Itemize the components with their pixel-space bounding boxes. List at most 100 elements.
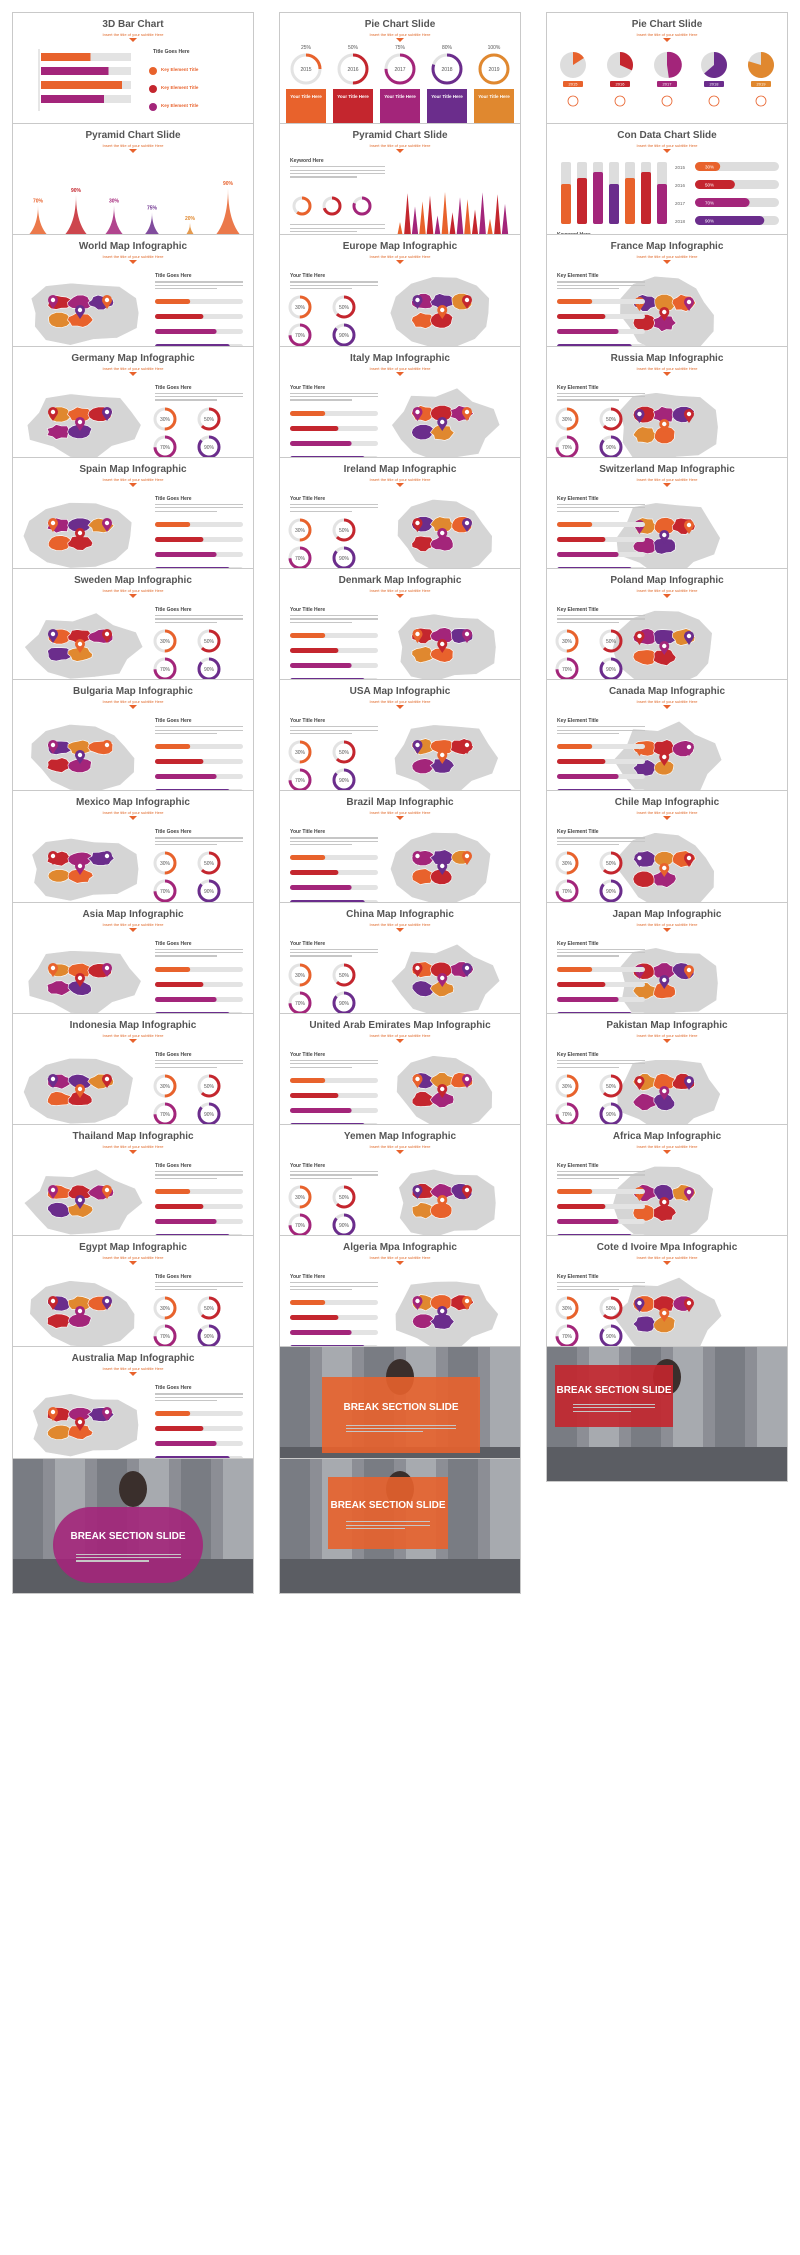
progress-ring [153,879,177,903]
slide-subtitle: Insert the title of your subtitle Here [636,1032,698,1038]
slide-thumbnail-31[interactable]: Title Goes Here Thailand Map Infographic I… [12,1124,254,1260]
map-region [411,1090,435,1107]
ring-label: 70% [295,778,306,784]
progress-ring [197,879,221,903]
title-accent-triangle [663,1261,671,1266]
progress-ring [197,851,221,875]
body-text [155,281,243,291]
map-region [632,1315,658,1333]
key-title: Title Goes Here [155,829,192,835]
text-line [155,726,243,728]
map-region [653,405,677,424]
map-pin-dot-icon [686,633,692,639]
text-line [557,729,645,731]
key-title: Title Goes Here [155,941,192,947]
progress-ring [197,435,221,459]
text-line [75,1553,181,1555]
body-text [155,392,243,403]
progress-label: 50% [705,183,714,188]
slide-title: Algeria Mpa Infographic [343,1242,457,1254]
slide-art: Your Title Here 30% 50% 70% 90% [288,718,499,795]
map-pin-dot-icon [77,1420,83,1425]
ring-label: 50% [606,861,617,867]
text-line [290,1285,378,1287]
map-pin-dot-icon [464,298,470,303]
map-pin-dot-icon [686,522,692,527]
break-overlay [322,1377,480,1454]
pyramid-percent: 75% [147,206,158,212]
map-region [430,312,454,329]
key-title: Key Element Title [161,103,199,108]
slide-thumbnail-41[interactable]: BREAK SECTION SLIDE [279,1457,521,1594]
map-region [632,1092,657,1111]
map-region [47,647,72,662]
card-title: Your Title Here [431,94,463,99]
map-pin-dot-icon [662,1088,667,1093]
map-region [67,312,94,329]
slide-thumbnail-39[interactable]: BREAK SECTION SLIDE [546,1346,788,1483]
year-tag [657,81,677,87]
ring-label: 90% [606,889,617,895]
map-pin-dot-icon [77,1086,83,1091]
map-pin-dot-icon [440,864,445,869]
ring-label: 30% [562,417,573,423]
slide-subtitle: Insert the title of your subtitle Here [369,365,431,371]
slide-subtitle: Insert the title of your subtitle Here [102,254,164,260]
text-line [572,1410,631,1412]
year-tag [704,81,724,87]
map-region [429,979,455,997]
map-region [48,312,71,329]
slide-thumbnail-40[interactable]: BREAK SECTION SLIDE [12,1457,254,1594]
bullet-icon [149,103,157,111]
text-line [290,726,378,728]
progress-ring [153,1102,177,1126]
ring-label: 50% [204,861,215,867]
progress-fill [695,216,765,226]
text-line [557,399,619,401]
text-line [345,1431,424,1433]
map-pin-dot-icon [50,1410,56,1415]
break-section-title: BREAK SECTION SLIDE [556,1385,672,1397]
text-line [155,1063,243,1065]
body-text [290,1059,378,1070]
progress-fill [695,198,750,208]
map-pin-dot-icon [104,1076,110,1081]
ring-label: 2017 [394,67,405,73]
progress-ring [288,768,312,792]
progress-fill [695,180,735,190]
map-pin-dot-icon [50,1076,56,1081]
map-pin-dot-icon [440,1197,445,1203]
body-text [557,1282,645,1292]
progress-ring [599,435,623,459]
body-text [155,948,243,959]
text-line [155,948,243,950]
slide-title: Denmark Map Infographic [338,575,462,586]
map-region [429,1090,455,1108]
map-region [430,293,455,311]
map-region [653,538,676,555]
title-accent-triangle [396,1261,404,1266]
year-label: 2017 [675,201,686,206]
slide-subtitle: Insert the title of your subtitle Here [102,1144,164,1149]
keyword-label: Keyword Here [290,158,324,164]
text-line [290,224,385,226]
text-line [557,1059,645,1061]
slide-art [13,1458,253,1593]
title-accent-triangle [396,371,404,376]
ring-label: 90% [606,1334,617,1340]
progress-fill [557,981,606,987]
text-line [290,281,378,283]
map-pin-dot-icon [637,633,642,639]
text-line [155,1177,217,1179]
text-line [290,172,385,175]
key-title: Title Goes Here [155,1163,192,1169]
text-line [155,955,217,957]
slide-subtitle: Insert the title of your subtitle Here [636,476,698,482]
map-pin-dot-icon [50,1187,56,1193]
break-overlay [328,1476,448,1549]
title-accent-triangle [129,260,137,265]
slide-subtitle: Insert the title of your subtitle Here [369,143,431,149]
map-region [653,314,677,333]
title-accent-triangle [396,149,404,154]
map-region [429,1183,455,1201]
